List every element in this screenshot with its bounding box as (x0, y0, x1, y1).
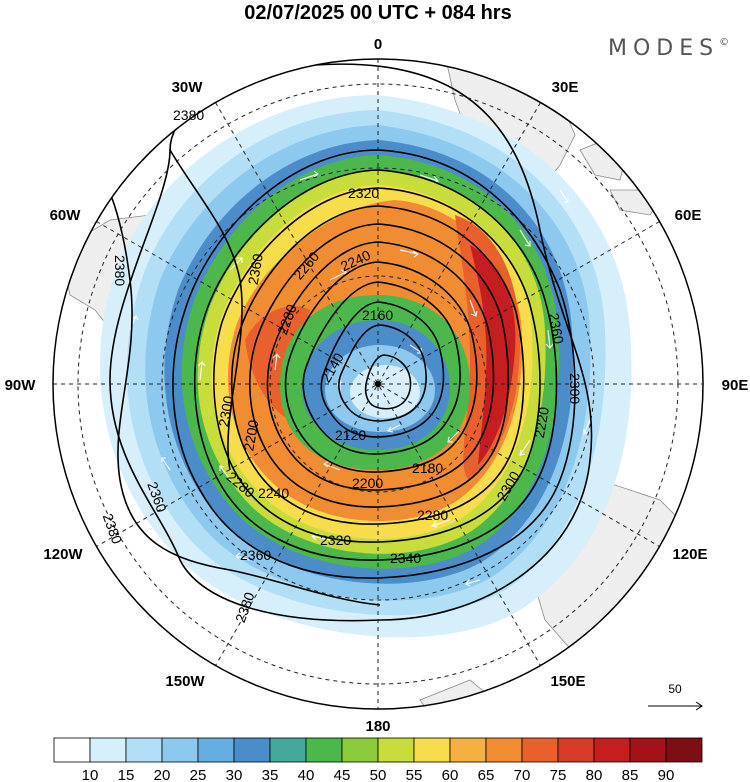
map-title: 02/07/2025 00 UTC + 084 hrs (244, 2, 511, 24)
colorbar-swatch (413, 737, 451, 763)
colorbar-label: 40 (298, 767, 315, 782)
colorbar-label: 45 (334, 767, 351, 782)
colorbar-label: 25 (190, 767, 207, 782)
contour-label: 2240 (258, 485, 289, 501)
contour-label: 2360 (546, 312, 567, 346)
wind-vectors (129, 170, 591, 587)
contour-label: 2220 (531, 405, 552, 439)
colorbar-label: 65 (478, 767, 495, 782)
contour-label: 2280 (417, 507, 448, 523)
colorbar-swatch (629, 737, 667, 763)
contour-label: 2120 (335, 427, 366, 443)
lon-label-180: 180 (365, 718, 390, 735)
lon-label-120w: 120W (43, 546, 83, 563)
colorbar-swatch (377, 737, 415, 763)
reference-vector: 50 (648, 682, 703, 711)
colorbar-label: 30 (226, 767, 243, 782)
colorbar-label: 70 (514, 767, 531, 782)
contour-label: 2200 (352, 475, 383, 491)
lon-label-150e: 150E (550, 673, 585, 690)
colorbar-label: 15 (118, 767, 135, 782)
map-boundary (52, 58, 704, 710)
colorbar-swatch (233, 737, 271, 763)
colorbar-swatch (665, 737, 703, 763)
contour-label: 2360 (245, 252, 266, 286)
contour-label: 2320 (348, 185, 379, 201)
colorbar-swatch (341, 737, 379, 763)
colorbar-swatch (269, 737, 307, 763)
brand-logo: MODES© (608, 36, 729, 61)
lon-label-0: 0 (374, 36, 382, 53)
colorbar-label: 90 (658, 767, 675, 782)
contour-label: 2300 (215, 394, 236, 428)
colorbar-swatch (485, 737, 523, 763)
colorbar-label: 20 (154, 767, 171, 782)
colorbar: 10 15 20 25 30 35 40 45 50 55 60 65 70 75 80 85 90 (53, 737, 703, 782)
colorbar-label: 55 (406, 767, 423, 782)
lon-label-30w: 30W (172, 79, 204, 96)
reference-vector-label: 50 (668, 682, 682, 696)
colorbar-label: 35 (262, 767, 279, 782)
colorbar-label: 50 (370, 767, 387, 782)
colorbar-label: 60 (442, 767, 459, 782)
colorbar-swatch (89, 737, 127, 763)
contour-label: 2380 (112, 255, 128, 286)
contour-label: 2180 (412, 460, 443, 476)
contour-label: 2160 (362, 307, 393, 323)
lon-label-60w: 60W (50, 207, 82, 224)
colorbar-swatch (557, 737, 595, 763)
contour-label: 2300 (567, 373, 583, 404)
colorbar-label: 10 (82, 767, 99, 782)
colorbar-label: 80 (586, 767, 603, 782)
colorbar-swatch (449, 737, 487, 763)
lon-label-30e: 30E (552, 79, 579, 96)
contour-label: 2360 (240, 547, 271, 563)
colorbar-label: 75 (550, 767, 567, 782)
longitude-labels: 0 30E 60E 90E 120E 150E 180 150W 120W 90… (5, 36, 749, 735)
contour-label: 2320 (320, 532, 351, 548)
lon-label-120e: 120E (672, 546, 707, 563)
graticule (53, 59, 703, 709)
colorbar-swatch (53, 737, 91, 763)
colorbar-swatch (197, 737, 235, 763)
colorbar-swatch (305, 737, 343, 763)
lon-label-90w: 90W (5, 377, 37, 394)
lon-label-60e: 60E (675, 207, 702, 224)
colorbar-swatch (125, 737, 163, 763)
contour-label: 2340 (390, 550, 421, 566)
colorbar-swatch (521, 737, 559, 763)
colorbar-swatch (593, 737, 631, 763)
colorbar-swatch (161, 737, 199, 763)
colorbar-label: 85 (622, 767, 639, 782)
contour-label: 2380 (173, 107, 204, 123)
contour-label: 2200 (240, 418, 261, 452)
lon-label-150w: 150W (165, 673, 205, 690)
lon-label-90e: 90E (722, 377, 749, 394)
